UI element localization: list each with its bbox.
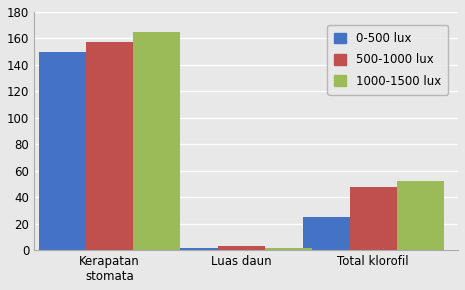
Bar: [303, 217, 350, 250]
Bar: [133, 32, 180, 250]
Legend: 0-500 lux, 500-1000 lux, 1000-1500 lux: 0-500 lux, 500-1000 lux, 1000-1500 lux: [327, 25, 448, 95]
Bar: [265, 248, 312, 250]
Bar: [350, 187, 397, 250]
Bar: [86, 42, 133, 250]
Bar: [171, 248, 218, 250]
Bar: [39, 52, 86, 250]
Bar: [218, 246, 265, 250]
Bar: [397, 181, 444, 250]
